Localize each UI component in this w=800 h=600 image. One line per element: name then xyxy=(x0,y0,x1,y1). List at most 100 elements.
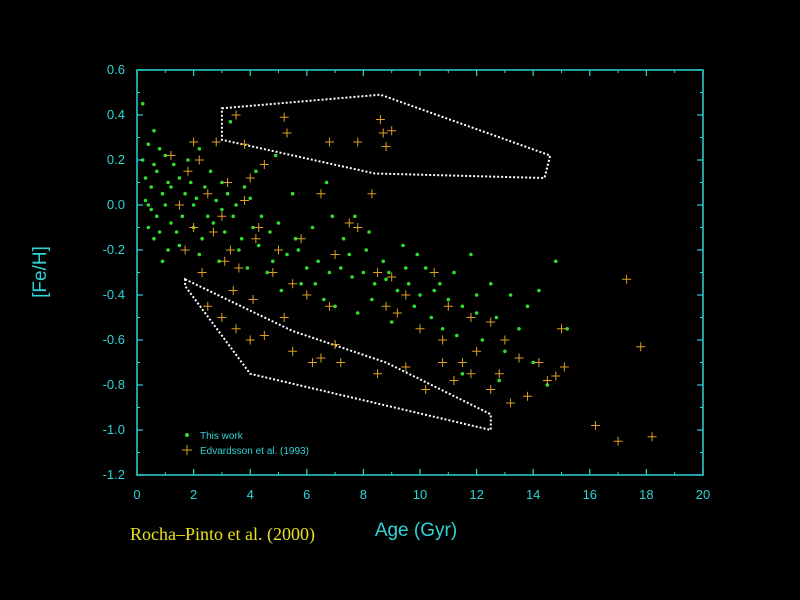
y-tick-label: -1.2 xyxy=(103,467,125,482)
point-this-work xyxy=(339,266,343,270)
point-this-work xyxy=(423,266,428,270)
point-this-work xyxy=(245,266,250,270)
x-tick-label: 10 xyxy=(413,487,427,502)
point-this-work xyxy=(455,333,459,338)
point-this-work xyxy=(273,153,278,158)
point-edvardsson xyxy=(234,263,244,273)
point-edvardsson xyxy=(421,385,431,394)
point-this-work xyxy=(440,327,445,331)
point-edvardsson xyxy=(279,112,289,122)
point-edvardsson xyxy=(228,286,238,295)
point-edvardsson xyxy=(220,256,230,266)
point-this-work xyxy=(494,315,499,320)
point-this-work xyxy=(508,293,513,297)
point-this-work xyxy=(152,162,156,167)
x-tick-label: 6 xyxy=(303,487,310,502)
point-edvardsson xyxy=(208,227,218,237)
point-edvardsson xyxy=(494,369,504,379)
point-this-work xyxy=(208,169,213,174)
point-this-work xyxy=(290,191,295,196)
point-this-work xyxy=(293,236,298,241)
point-edvardsson xyxy=(590,421,600,430)
point-this-work xyxy=(157,230,162,234)
envelope-region-0 xyxy=(220,93,552,180)
point-edvardsson xyxy=(466,369,476,379)
point-this-work xyxy=(389,320,394,324)
point-this-work xyxy=(234,203,238,207)
point-this-work xyxy=(299,282,303,286)
point-this-work xyxy=(237,248,241,252)
point-edvardsson xyxy=(375,115,385,124)
point-this-work xyxy=(565,327,569,331)
point-edvardsson xyxy=(506,398,516,408)
point-this-work xyxy=(268,230,272,234)
point-edvardsson xyxy=(551,371,561,381)
point-this-work xyxy=(140,101,145,106)
point-this-work xyxy=(189,180,193,185)
point-edvardsson xyxy=(274,245,283,255)
point-edvardsson xyxy=(486,317,496,327)
point-edvardsson xyxy=(449,376,459,385)
point-this-work xyxy=(220,180,224,185)
point-edvardsson xyxy=(387,126,397,136)
point-this-work xyxy=(333,304,337,309)
point-this-work xyxy=(347,252,352,257)
point-edvardsson xyxy=(472,346,482,356)
point-edvardsson xyxy=(217,211,227,221)
point-edvardsson xyxy=(466,313,476,322)
point-edvardsson xyxy=(613,436,623,446)
x-axis-label: Age (Gyr) xyxy=(375,520,457,541)
point-edvardsson xyxy=(381,142,391,151)
point-this-work xyxy=(367,230,371,234)
point-this-work xyxy=(412,304,417,309)
point-edvardsson xyxy=(353,137,363,147)
point-this-work xyxy=(149,207,153,212)
point-this-work xyxy=(517,327,521,331)
point-this-work xyxy=(271,259,275,264)
point-this-work xyxy=(446,297,451,302)
x-tick-label: 4 xyxy=(247,487,254,502)
y-tick-label: 0.4 xyxy=(107,107,125,122)
point-this-work xyxy=(480,338,485,342)
point-edvardsson xyxy=(373,369,383,379)
point-this-work xyxy=(384,277,388,282)
point-edvardsson xyxy=(636,342,646,352)
point-edvardsson xyxy=(373,268,383,277)
point-edvardsson xyxy=(245,173,255,183)
point-edvardsson xyxy=(225,245,235,255)
point-this-work xyxy=(341,236,346,241)
point-this-work xyxy=(372,282,377,286)
point-this-work xyxy=(316,259,320,264)
point-this-work xyxy=(217,259,221,264)
point-edvardsson xyxy=(302,290,312,300)
point-edvardsson xyxy=(316,353,326,363)
y-tick-label: 0.0 xyxy=(107,197,125,212)
point-this-work xyxy=(206,214,210,219)
point-edvardsson xyxy=(203,189,213,199)
point-this-work xyxy=(163,153,168,158)
point-edvardsson xyxy=(259,160,269,169)
point-this-work xyxy=(310,225,315,230)
point-this-work xyxy=(279,288,284,293)
x-tick-label: 8 xyxy=(360,487,367,502)
point-this-work xyxy=(152,128,156,133)
point-edvardsson xyxy=(557,324,566,334)
point-this-work xyxy=(239,236,244,241)
legend-label-this-work: This work xyxy=(200,431,244,442)
point-edvardsson xyxy=(194,155,204,165)
point-edvardsson xyxy=(259,331,269,340)
point-edvardsson xyxy=(401,362,411,372)
point-edvardsson xyxy=(622,274,632,284)
point-edvardsson xyxy=(254,223,264,232)
point-this-work xyxy=(177,176,182,180)
point-this-work xyxy=(497,378,502,383)
y-tick-label: -0.2 xyxy=(103,242,125,257)
point-edvardsson xyxy=(166,151,176,160)
point-edvardsson xyxy=(217,313,227,322)
point-this-work xyxy=(177,243,182,248)
y-tick-label: 0.2 xyxy=(107,152,125,167)
point-edvardsson xyxy=(174,200,184,210)
point-this-work xyxy=(197,252,202,257)
point-edvardsson xyxy=(443,301,453,311)
point-this-work xyxy=(183,191,187,196)
